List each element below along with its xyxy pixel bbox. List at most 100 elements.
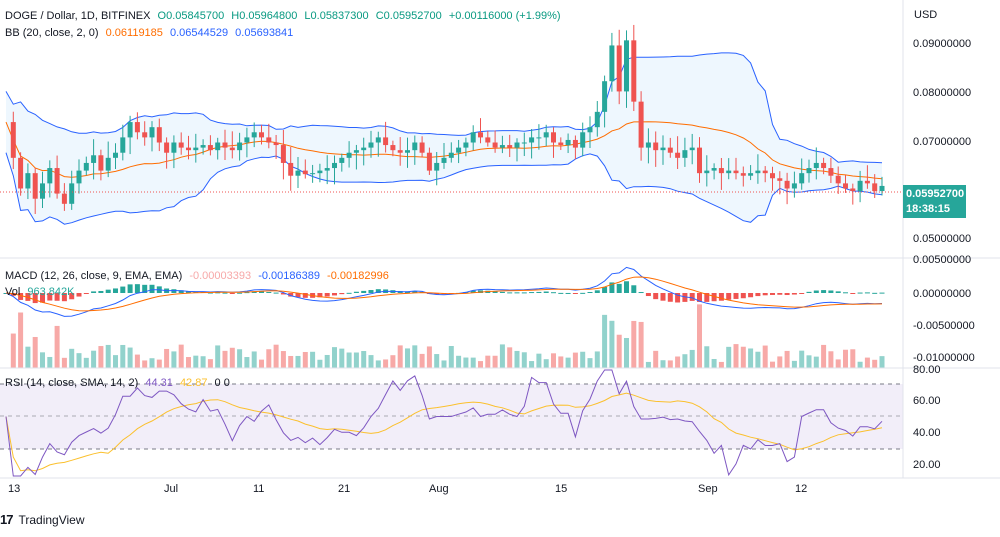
candle-body <box>244 137 250 143</box>
volume-bar <box>332 347 337 368</box>
macd-histogram-bar <box>105 289 111 293</box>
price-pane[interactable] <box>0 0 903 258</box>
macd-histogram-bar <box>821 290 827 293</box>
volume-bar <box>536 353 542 368</box>
candle-body <box>193 147 199 151</box>
bb-legend: BB (20, close, 2, 0) 0.06119185 0.065445… <box>5 26 297 40</box>
candle-body <box>843 183 848 189</box>
volume-bar <box>551 353 556 368</box>
volume-bar <box>76 353 82 368</box>
candle-body <box>61 193 67 204</box>
volume-bar <box>339 348 345 368</box>
candle-body <box>237 142 243 151</box>
time-tick: Jul <box>164 483 179 495</box>
volume-bar <box>288 355 294 368</box>
volume-bar <box>434 354 440 368</box>
bollinger-band-fill <box>6 52 882 225</box>
candle-body <box>397 150 403 153</box>
macd-histogram-bar <box>529 292 535 294</box>
macd-histogram-bar <box>879 292 885 294</box>
volume-bar <box>156 359 162 368</box>
volume-bar <box>594 351 600 368</box>
volume-bar <box>295 355 301 368</box>
macd-histogram-bar <box>149 284 155 293</box>
candle-body <box>529 137 535 143</box>
candle-body <box>295 170 301 176</box>
macd-pane[interactable] <box>3 266 885 368</box>
macd-histogram-bar <box>711 293 717 302</box>
candle-body <box>207 145 213 151</box>
candle-body <box>828 168 834 176</box>
candle-body <box>799 173 805 184</box>
rsi-title[interactable]: RSI (14, close, SMA, 14, 2) <box>5 377 139 389</box>
volume-bar <box>740 346 746 368</box>
macd-histogram-bar <box>207 292 213 294</box>
candle-body <box>697 147 702 174</box>
rsi-line <box>5 369 883 477</box>
volume-bar <box>850 349 856 368</box>
macd-histogram-bar <box>507 292 513 294</box>
volume-bar <box>828 351 834 368</box>
volume-bar <box>397 345 403 368</box>
macd-histogram-bar <box>113 288 118 293</box>
macd-histogram-bar <box>10 293 16 296</box>
volume-bar <box>346 352 352 368</box>
volume-bar <box>317 359 323 368</box>
volume-bar <box>587 358 593 368</box>
volume-bar <box>142 360 148 368</box>
rsi-sma-value: 42.87 <box>179 377 208 389</box>
candle-body <box>251 132 257 138</box>
rsi-pane[interactable] <box>0 369 903 477</box>
macd-histogram-bar <box>40 293 45 303</box>
symbol-legend: DOGE / Dollar, 1D, BITFINEX O0.05845700 … <box>5 9 565 23</box>
volume-bar <box>609 320 615 368</box>
bb-title[interactable]: BB (20, close, 2, 0) <box>5 27 99 39</box>
candle-body <box>704 170 710 174</box>
candle-body <box>660 147 666 151</box>
macd-histogram-bar <box>171 289 177 293</box>
volume-bar <box>456 355 462 368</box>
volume-bar <box>426 346 432 368</box>
tradingview-logo[interactable]: 17 TradingView <box>0 512 85 527</box>
volume-bar <box>624 337 629 368</box>
bb-lower-value: 0.05693841 <box>235 27 294 39</box>
macd-histogram-bar <box>76 293 82 297</box>
macd-histogram-bar <box>850 293 856 294</box>
candle-body <box>405 150 410 153</box>
candle-body <box>178 142 184 148</box>
volume-bar <box>266 349 272 368</box>
candle-body <box>383 137 389 146</box>
candle-body <box>551 132 556 143</box>
macd-histogram-bar <box>412 291 418 293</box>
symbol-title[interactable]: DOGE / Dollar, 1D, BITFINEX <box>5 10 151 22</box>
macd-histogram-bar <box>521 292 527 294</box>
volume-bar <box>149 358 155 368</box>
macd-tick: -0.01000000 <box>913 352 975 364</box>
macd-title[interactable]: MACD (12, 26, close, 9, EMA, EMA) <box>5 270 183 282</box>
candle-body <box>857 180 863 192</box>
macd-histogram-bar <box>237 292 243 294</box>
macd-histogram-bar <box>536 291 542 293</box>
macd-histogram-bar <box>280 293 286 295</box>
candle-body <box>485 137 491 143</box>
volume-bar <box>784 350 790 368</box>
macd-histogram-bar <box>813 290 819 293</box>
macd-histogram-bar <box>682 293 688 302</box>
currency-label[interactable]: USD <box>914 9 938 21</box>
volume-bar <box>353 352 359 368</box>
candle-body <box>492 142 498 148</box>
candle-body <box>113 152 118 158</box>
price-tick: 0.07000000 <box>913 136 972 148</box>
volume-bar <box>10 333 16 368</box>
rsi-tick: 80.00 <box>913 364 941 376</box>
candle-body <box>339 157 345 163</box>
candle-body <box>748 173 754 176</box>
macd-histogram-bar <box>61 293 67 302</box>
candle-body <box>675 152 681 158</box>
volume-bar <box>572 352 578 368</box>
candle-body <box>638 101 644 148</box>
volume-title[interactable]: Vol <box>5 286 21 298</box>
macd-histogram-bar <box>32 293 38 304</box>
macd-histogram-bar <box>229 293 235 294</box>
